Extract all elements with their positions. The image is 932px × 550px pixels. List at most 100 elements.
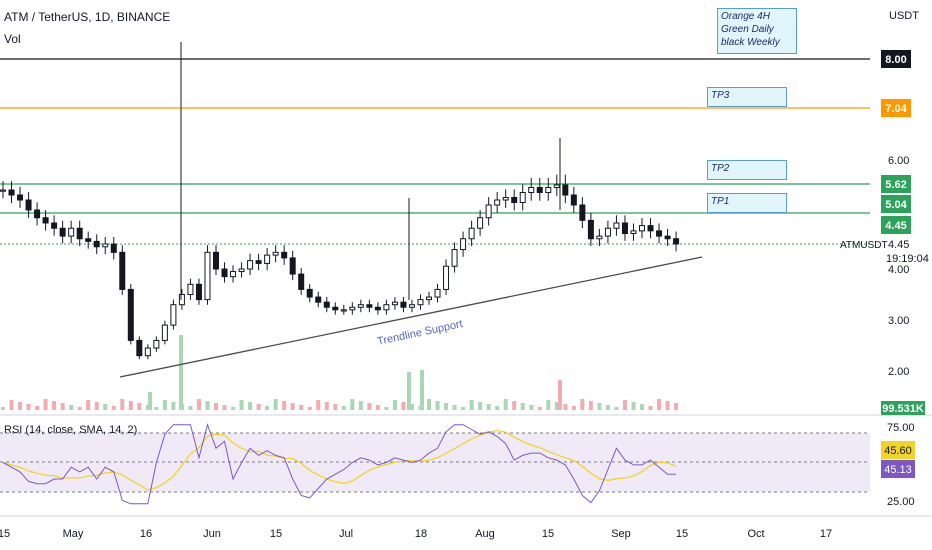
price-tag-text: 5.62 [885, 179, 906, 191]
rsi-line [2, 423, 677, 505]
volume-bar [435, 401, 440, 410]
volume-bar [571, 406, 576, 410]
volume-bar [145, 405, 150, 410]
volume-bar [367, 403, 372, 410]
volume-bar [94, 402, 99, 410]
volume-bar [299, 405, 304, 410]
candle-body [17, 194, 24, 201]
volume-bar [420, 370, 424, 410]
price-tag-text: 8.00 [885, 54, 906, 66]
candle-body [545, 187, 552, 193]
volume-bars [1, 335, 679, 410]
volume-bar [52, 401, 57, 410]
candle-body [468, 227, 475, 240]
volume-bar [179, 335, 183, 410]
candle-body [25, 199, 32, 211]
candle-body [647, 225, 654, 232]
volume-bar [409, 404, 414, 410]
time-tick: 16 [140, 528, 152, 540]
time-tick: 15 [270, 528, 282, 540]
candle-body [306, 288, 313, 298]
time-tick: Jun [203, 528, 221, 540]
timeframe-note[interactable]: Orange 4H Green Daily black Weekly [717, 8, 797, 54]
tp3-box[interactable]: TP3 [707, 87, 787, 107]
candle-body [434, 288, 441, 298]
candle-body [604, 227, 611, 237]
volume-bar [648, 406, 653, 410]
volume-bar [265, 406, 270, 410]
volume-bar [597, 403, 602, 410]
volume-bar [350, 399, 355, 410]
candle-body [315, 296, 322, 303]
candle-body [170, 304, 177, 326]
rsi-ma-tag [881, 441, 915, 459]
volume-bar [444, 403, 449, 410]
time-tick: Aug [475, 528, 495, 540]
time-tick: 17 [820, 528, 832, 540]
candle-body [587, 219, 594, 240]
candle-body [8, 189, 15, 196]
volume-bar [622, 400, 627, 410]
chart-title: ATM / TetherUS, 1D, BINANCE [4, 10, 171, 24]
note-line-daily: Green Daily [721, 24, 774, 35]
candle-body [264, 254, 271, 264]
candle-body [340, 309, 347, 312]
price-tick: 4.00 [888, 264, 909, 276]
price-tag-text: 5.04 [885, 199, 907, 211]
volume-bar [401, 402, 406, 410]
tp2-box[interactable]: TP2 [707, 160, 787, 180]
volume-bar [188, 406, 193, 410]
time-tick: Jul [339, 528, 353, 540]
tp1-box[interactable]: TP1 [707, 193, 787, 213]
candle-body [477, 217, 484, 229]
note-line-4h: Orange 4H [721, 11, 770, 22]
volume-bar [60, 403, 65, 410]
volume-bar [248, 402, 253, 410]
candle-body [391, 301, 398, 306]
candle-body [42, 217, 49, 224]
candle-body [153, 339, 160, 349]
candle-body [247, 260, 254, 270]
candle-body [528, 187, 535, 193]
candles [0, 42, 680, 360]
volume-bar [18, 402, 23, 410]
price-tag-text: 7.04 [885, 103, 907, 115]
volume-bar [120, 399, 125, 410]
rsi-tick: 25.00 [887, 496, 915, 508]
time-tick: 18 [415, 528, 427, 540]
trendline [119, 256, 703, 378]
volume-bar [554, 402, 559, 410]
volume-bar [358, 401, 363, 410]
price-axis[interactable]: USDT 6.00 4.00 3.00 2.00 8.00 7.04 5.62 5.04 4.45… [840, 0, 929, 516]
time-tick: 15 [0, 528, 10, 540]
candle-body [494, 199, 501, 206]
candle-body [664, 235, 671, 240]
volume-bar [657, 399, 662, 410]
volume-bar [316, 400, 321, 410]
rsi-ma-value: 45.60 [884, 445, 912, 457]
volume-bar [478, 402, 483, 410]
volume-bar [290, 403, 295, 410]
volume-bar [427, 399, 431, 410]
candle-body [0, 189, 6, 192]
volume-bar [307, 407, 312, 410]
candle-body [511, 197, 518, 203]
time-axis[interactable]: 15 May 16 Jun 15 Jul 18 Aug 15 Sep 15 Oct 17 [0, 528, 832, 540]
volume-bar [407, 372, 411, 410]
symbol-label: ATMUSDT [840, 240, 888, 251]
volume-bar [171, 402, 176, 410]
candle-body [579, 204, 586, 221]
candle-body [349, 306, 356, 311]
volume-bar [86, 400, 91, 410]
candle-body [34, 209, 41, 219]
volume-bar [392, 400, 397, 410]
time-tick: May [63, 528, 84, 540]
volume-tag [881, 401, 925, 415]
volume-bar [1, 407, 5, 410]
candle-body [323, 301, 330, 308]
volume-bar [196, 399, 201, 410]
volume-bar [231, 407, 236, 410]
candle-body [238, 268, 245, 273]
rsi-label[interactable]: RSI (14, close, SMA, 14, 2) [4, 424, 138, 436]
